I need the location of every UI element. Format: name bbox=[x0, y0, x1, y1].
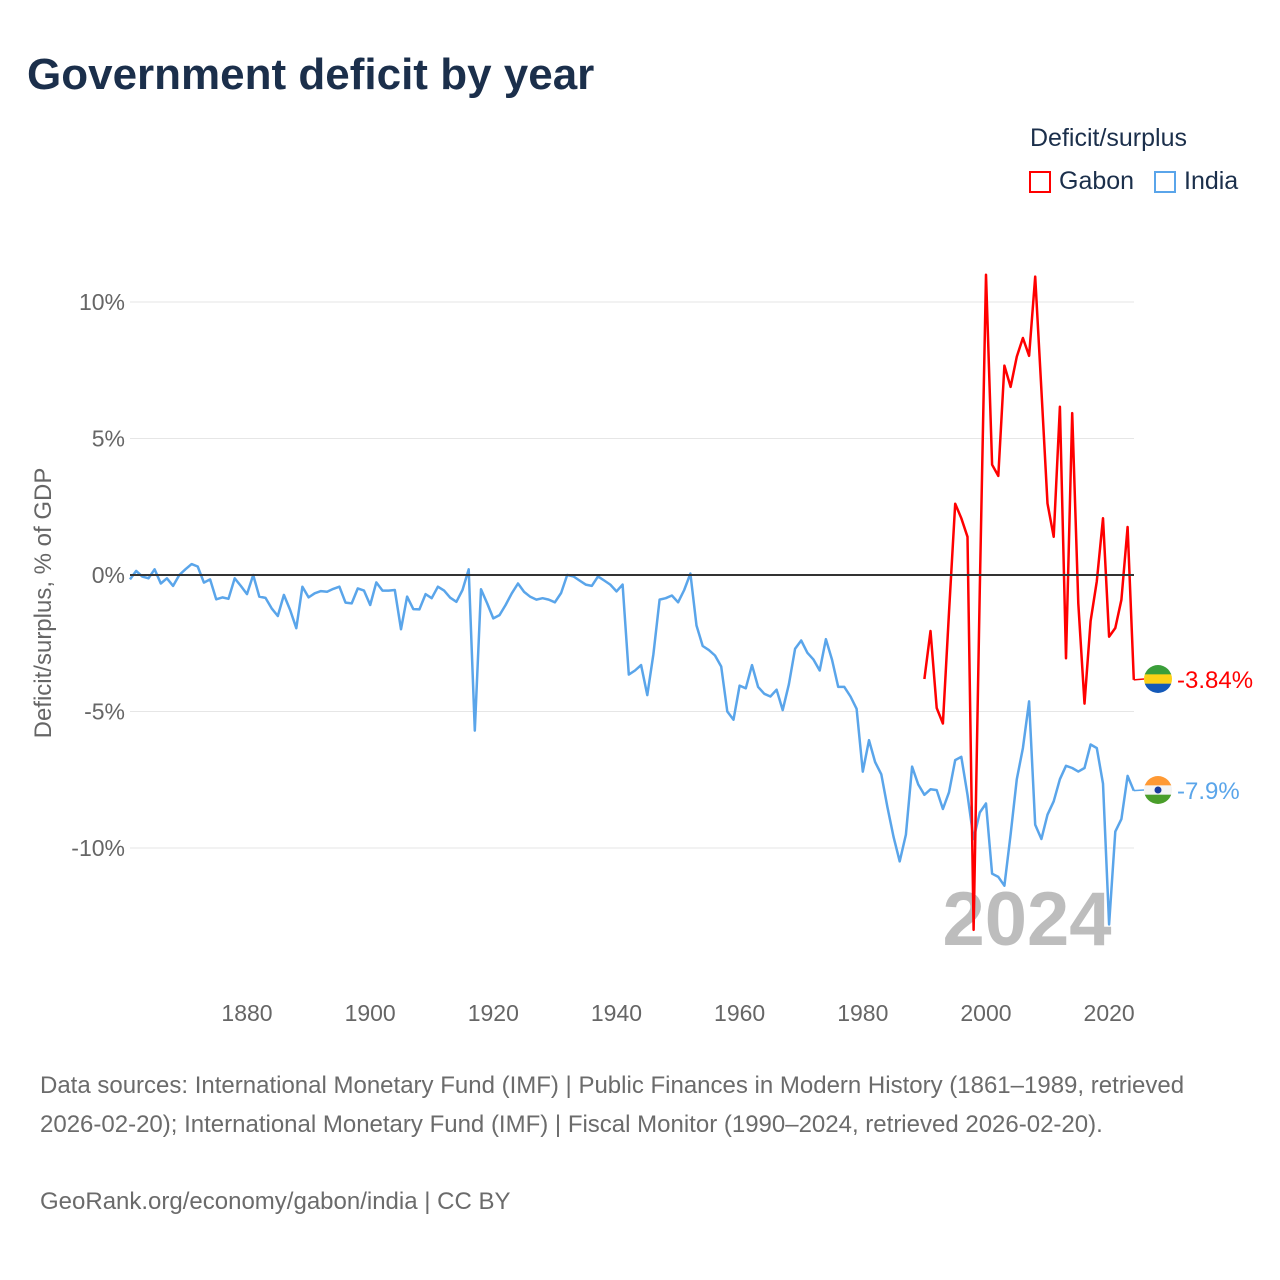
x-tick-label: 1920 bbox=[468, 1000, 519, 1026]
y-tick-label: 5% bbox=[92, 426, 125, 452]
legend-item-india[interactable]: India bbox=[1154, 167, 1238, 196]
legend-item-gabon[interactable]: Gabon bbox=[1029, 167, 1134, 196]
end-value-label-india: -7.9% bbox=[1177, 778, 1240, 805]
series-line-india bbox=[128, 562, 1135, 926]
x-tick-label: 2000 bbox=[960, 1000, 1011, 1026]
end-connector bbox=[1133, 678, 1145, 681]
legend-swatch-gabon bbox=[1029, 170, 1051, 193]
x-tick-label: 1980 bbox=[837, 1000, 888, 1026]
footer-credit[interactable]: GeoRank.org/economy/gabon/india | CC BY bbox=[40, 1188, 511, 1215]
year-watermark: 2024 bbox=[942, 877, 1111, 962]
footer-sources: Data sources: International Monetary Fun… bbox=[40, 1072, 1185, 1138]
legend-swatch-india bbox=[1154, 170, 1176, 193]
india-flag-icon bbox=[1144, 776, 1172, 804]
x-tick-label: 1880 bbox=[221, 1000, 272, 1026]
x-tick-label: 1940 bbox=[591, 1000, 642, 1026]
y-axis-title: Deficit/surplus, % of GDP bbox=[30, 468, 57, 739]
legend-label-gabon: Gabon bbox=[1059, 167, 1135, 195]
x-tick-label: 2020 bbox=[1084, 1000, 1135, 1026]
end-connector bbox=[1133, 789, 1145, 792]
legend-title: Deficit/surplus bbox=[1030, 124, 1187, 152]
chart-area: 2024 10% 5% 0% -5% -10% 1880 1900 1920 1940 1960 19… bbox=[30, 273, 1253, 1026]
series-line-gabon bbox=[923, 273, 1136, 932]
y-tick-label: 10% bbox=[79, 289, 125, 315]
y-tick-label: -5% bbox=[84, 699, 125, 725]
gabon-flag-icon bbox=[1144, 665, 1172, 693]
y-tick-label: -10% bbox=[71, 835, 125, 861]
chart-title: Government deficit by year bbox=[27, 50, 595, 99]
y-tick-label: 0% bbox=[92, 562, 125, 588]
x-tick-label: 1900 bbox=[345, 1000, 396, 1026]
end-value-label-gabon: -3.84% bbox=[1177, 667, 1253, 694]
x-tick-label: 1960 bbox=[714, 1000, 765, 1026]
legend-label-india: India bbox=[1184, 167, 1239, 195]
